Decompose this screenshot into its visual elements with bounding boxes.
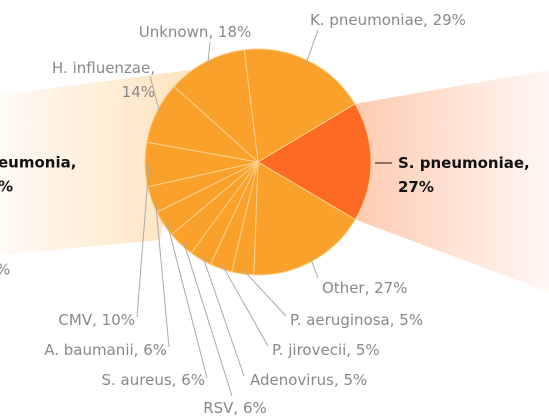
clipped-label: % (0, 178, 13, 196)
slice-label: S. aureus, 6% (102, 371, 206, 389)
slice-label: P. jirovecii, 5% (272, 341, 380, 359)
slice-label: H. influenzae, 14% (52, 59, 155, 101)
slice-value: 6% (181, 371, 205, 389)
pie-slice (173, 49, 259, 164)
slice-value: 6% (243, 399, 267, 417)
leader-line (202, 255, 245, 377)
slice-value: 5% (344, 371, 368, 389)
slice-name: K. pneumoniae, (310, 11, 428, 29)
slice-label: K. pneumoniae, 29% (310, 11, 466, 29)
leader-line (154, 198, 170, 348)
slice-value: 27% (374, 279, 407, 297)
slice-name: Other, (322, 279, 369, 297)
left-fan (0, 70, 190, 255)
clipped-label: eumonia, (0, 154, 76, 172)
pie-slice (253, 161, 356, 276)
slice-value: 6% (143, 341, 167, 359)
leader-line (309, 257, 319, 279)
leader-line (166, 221, 208, 379)
slice-label: S. pneumoniae, 27% (398, 154, 530, 196)
slice-value: 5% (399, 311, 423, 329)
slice-name: S. pneumoniae, (398, 154, 530, 172)
slice-value: 18% (218, 23, 251, 41)
slice-label: Other, 27% (322, 279, 407, 297)
slice-value: 10% (102, 311, 135, 329)
slice-name: P. aeruginosa, (290, 311, 395, 329)
pie-slice (257, 103, 372, 221)
slice-value: 14% (122, 83, 155, 101)
slice-name: Unknown, (139, 23, 213, 41)
leader-line (183, 241, 233, 397)
leader-line (305, 29, 319, 65)
slice-label: Adenovirus, 5% (250, 371, 367, 389)
slice-value: 29% (433, 11, 466, 29)
leader-line (242, 269, 287, 317)
leader-line (221, 264, 269, 347)
slice-label: P. aeruginosa, 5% (290, 311, 423, 329)
slice-name: H. influenzae, (52, 59, 155, 77)
highlight-fan (354, 70, 549, 292)
slice-name: CMV, (58, 311, 96, 329)
slice-name: S. aureus, (102, 371, 177, 389)
clipped-label: % (0, 261, 10, 279)
slice-label: CMV, 10% (58, 311, 135, 329)
leader-line (149, 75, 161, 115)
slice-label: Unknown, 18% (139, 23, 252, 41)
slice-value: 27% (398, 178, 434, 196)
slice-name: Adenovirus, (250, 371, 339, 389)
slice-name: RSV, (203, 399, 238, 417)
slice-label: RSV, 6% (203, 399, 267, 417)
leader-line (207, 41, 211, 66)
slice-label: A. baumanii, 6% (44, 341, 167, 359)
slice-name: P. jirovecii, (272, 341, 351, 359)
leader-line (136, 164, 150, 318)
slice-value: 5% (356, 341, 380, 359)
slice-name: A. baumanii, (44, 341, 138, 359)
